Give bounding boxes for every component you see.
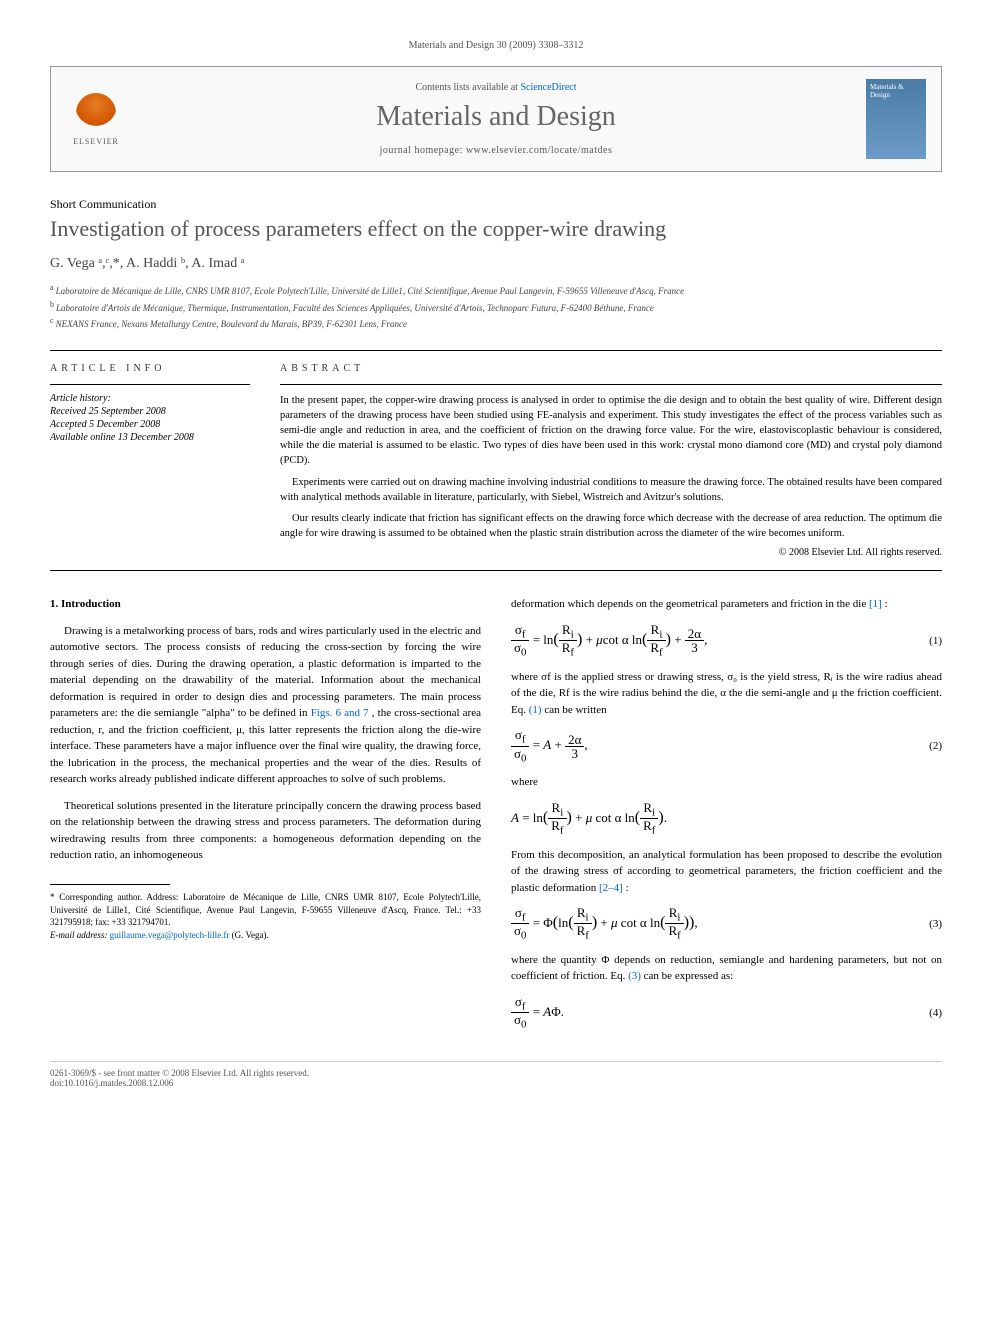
ref-1[interactable]: [1] [869,598,882,610]
banner-center: Contents lists available at ScienceDirec… [141,82,851,156]
abstract-col: ABSTRACT In the present paper, the coppe… [280,363,942,559]
page-container: Materials and Design 30 (2009) 3308–3312… [0,0,992,1128]
article-history: Article history: Received 25 September 2… [50,393,250,443]
eq2-number: (2) [912,738,942,755]
abstract-label: ABSTRACT [280,363,942,374]
body-two-column: 1. Introduction Drawing is a metalworkin… [50,596,942,1040]
abstract-p3: Our results clearly indicate that fricti… [280,511,942,541]
footer-line2: doi:10.1016/j.matdes.2008.12.006 [50,1078,942,1088]
section-1-heading: 1. Introduction [50,596,481,613]
eq3-number: (3) [912,916,942,933]
email-label: E-mail address: [50,930,110,940]
footer-block: 0261-3069/$ - see front matter © 2008 El… [50,1061,942,1088]
history-label: Article history: [50,393,250,404]
contents-prefix: Contents lists available at [415,82,520,93]
article-title: Investigation of process parameters effe… [50,216,942,242]
right-column: deformation which depends on the geometr… [511,596,942,1040]
equation-3: σfσ0 = Φ(ln(RiRf) + μ cot α ln(RiRf)), (… [511,906,942,942]
history-online: Available online 13 December 2008 [50,432,250,443]
footer-line1: 0261-3069/$ - see front matter © 2008 El… [50,1068,942,1078]
equation-2: σfσ0 = A + 2α3, (2) [511,728,942,764]
ref-2-4[interactable]: [2–4] [599,882,623,894]
affiliation-c: cNEXANS France, Nexans Metallurgy Centre… [50,315,942,332]
equation-1: σfσ0 = ln(RiRf) + μcot α ln(RiRf) + 2α3,… [511,623,942,659]
info-abstract-row: ARTICLE INFO Article history: Received 2… [50,350,942,572]
col2-p1: deformation which depends on the geometr… [511,596,942,613]
elsevier-tree-icon [76,93,116,133]
article-type: Short Communication [50,197,942,212]
divider [50,384,250,385]
equation-A: A = ln(RiRf) + μ cot α ln(RiRf). [511,801,942,837]
email-link[interactable]: guillaume.vega@polytech-lille.fr [110,930,230,940]
abstract-copyright: © 2008 Elsevier Ltd. All rights reserved… [280,547,942,558]
history-received: Received 25 September 2008 [50,406,250,417]
corresponding-author-footnote: * Corresponding author. Address: Laborat… [50,891,481,941]
footnote-separator [50,884,170,885]
elsevier-logo: ELSEVIER [66,84,126,154]
equation-4: σfσ0 = AΦ. (4) [511,995,942,1031]
header-citation: Materials and Design 30 (2009) 3308–3312 [50,40,942,51]
abstract-p1: In the present paper, the copper-wire dr… [280,393,942,469]
eq3-link[interactable]: (3) [628,970,641,982]
intro-p1: Drawing is a metalworking process of bar… [50,623,481,788]
article-info-label: ARTICLE INFO [50,363,250,374]
left-column: 1. Introduction Drawing is a metalworkin… [50,596,481,1040]
journal-name: Materials and Design [141,101,851,133]
col2-p3: From this decomposition, an analytical f… [511,847,942,897]
journal-cover-thumbnail: Materials & Design [866,79,926,159]
authors-line: G. Vega ᵃ,ᶜ,*, A. Haddi ᵇ, A. Imad ᵃ [50,256,942,272]
article-info-col: ARTICLE INFO Article history: Received 2… [50,363,250,559]
abstract-p2: Experiments were carried out on drawing … [280,475,942,505]
col2-p4: where the quantity Φ depends on reductio… [511,952,942,985]
email-author: (G. Vega). [232,930,269,940]
intro-p2: Theoretical solutions presented in the l… [50,798,481,864]
elsevier-label: ELSEVIER [73,137,119,146]
contents-line: Contents lists available at ScienceDirec… [141,82,851,93]
footnote-corr: * Corresponding author. Address: Laborat… [50,891,481,929]
sciencedirect-link[interactable]: ScienceDirect [520,82,576,93]
where-label: where [511,774,942,791]
abstract-text: In the present paper, the copper-wire dr… [280,393,942,542]
cover-text: Materials & Design [870,83,904,99]
journal-banner: ELSEVIER Contents lists available at Sci… [50,66,942,172]
homepage-line: journal homepage: www.elsevier.com/locat… [141,145,851,156]
affiliations-block: aLaboratoire de Mécanique de Lille, CNRS… [50,282,942,332]
footnote-email-line: E-mail address: guillaume.vega@polytech-… [50,929,481,942]
eq1-number: (1) [912,633,942,650]
affiliation-a: aLaboratoire de Mécanique de Lille, CNRS… [50,282,942,299]
history-accepted: Accepted 5 December 2008 [50,419,250,430]
divider [280,384,942,385]
affiliation-b: bLaboratoire d'Artois de Mécanique, Ther… [50,299,942,316]
col2-p2: where σf is the applied stress or drawin… [511,669,942,719]
eq1-link[interactable]: (1) [529,704,542,716]
eq4-number: (4) [912,1005,942,1022]
figs-link[interactable]: Figs. 6 and 7 [311,707,369,719]
